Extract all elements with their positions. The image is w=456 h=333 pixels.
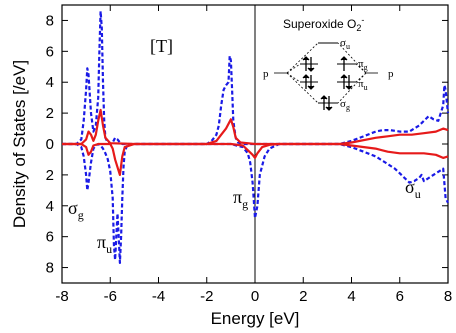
x-tick-labels: -8 -6 -4 -2 0 2 4 6 8 <box>55 288 452 305</box>
y-tick-label: 2 <box>46 167 54 184</box>
pi-u-sub: u <box>106 242 112 256</box>
panel-label: [T] <box>150 36 173 56</box>
inset-levels <box>300 42 356 104</box>
y-tick-label: 2 <box>46 105 54 122</box>
y-tick-label: 6 <box>46 43 54 60</box>
series-line-2 <box>62 108 449 146</box>
pi-g-annotation: πg <box>233 187 248 211</box>
inset-electrons <box>302 56 353 111</box>
x-tick-label: 0 <box>251 288 259 305</box>
y-tick-label: 6 <box>46 229 54 246</box>
inset-connectors <box>274 42 378 104</box>
series-line-0 <box>62 10 450 146</box>
pi-g-sub: g <box>242 197 248 211</box>
inset-title-main: Superoxide O <box>283 17 356 31</box>
inset-level-sigma-u: σu <box>340 37 350 51</box>
inset-right-p: p <box>388 68 394 80</box>
pi-u-main: π <box>97 232 106 252</box>
sigma-u-main: σ <box>405 177 415 197</box>
inset-level-pi-u: πu <box>358 78 368 92</box>
y-tick-label: 8 <box>46 12 54 29</box>
y-tick-labels: 8 6 4 2 0 2 4 6 8 <box>46 12 54 276</box>
x-tick-label: 2 <box>299 288 307 305</box>
y-tick-label: 0 <box>46 136 54 153</box>
y-tick-label: 4 <box>46 198 54 215</box>
x-tick-label: -8 <box>55 288 68 305</box>
inset-title-sup: - <box>361 15 364 25</box>
y-tick-label: 8 <box>46 260 54 277</box>
x-tick-label: -2 <box>200 288 213 305</box>
inset-title: Superoxide O2- <box>283 15 364 33</box>
y-axis-label: Density of States [/eV] <box>10 60 29 228</box>
sigma-g-annotation: σg <box>68 198 84 222</box>
inset-level-sigma-g: σg <box>340 98 350 112</box>
sigma-g-main: σ <box>68 198 78 218</box>
pi-g-main: π <box>233 187 242 207</box>
sigma-g-sub: g <box>78 208 84 222</box>
x-tick-label: -6 <box>104 288 117 305</box>
sigma-u-sub: u <box>415 187 421 201</box>
y-tick-label: 4 <box>46 74 54 91</box>
x-tick-label: 6 <box>396 288 404 305</box>
x-tick-label: 8 <box>444 288 452 305</box>
x-axis-label: Energy [eV] <box>211 309 300 328</box>
series-group <box>62 10 450 264</box>
inset-level-pi-g: πg <box>358 58 368 72</box>
x-tick-label: -4 <box>152 288 165 305</box>
x-tick-label: 4 <box>347 288 355 305</box>
inset-left-p: p <box>263 68 269 80</box>
mo-diagram-inset: Superoxide O2- p p <box>263 15 394 112</box>
series-line-3 <box>62 142 449 176</box>
inset-title-sub: 2 <box>356 23 361 33</box>
pi-u-annotation: πu <box>97 232 112 256</box>
sigma-u-annotation: σu <box>405 177 421 201</box>
